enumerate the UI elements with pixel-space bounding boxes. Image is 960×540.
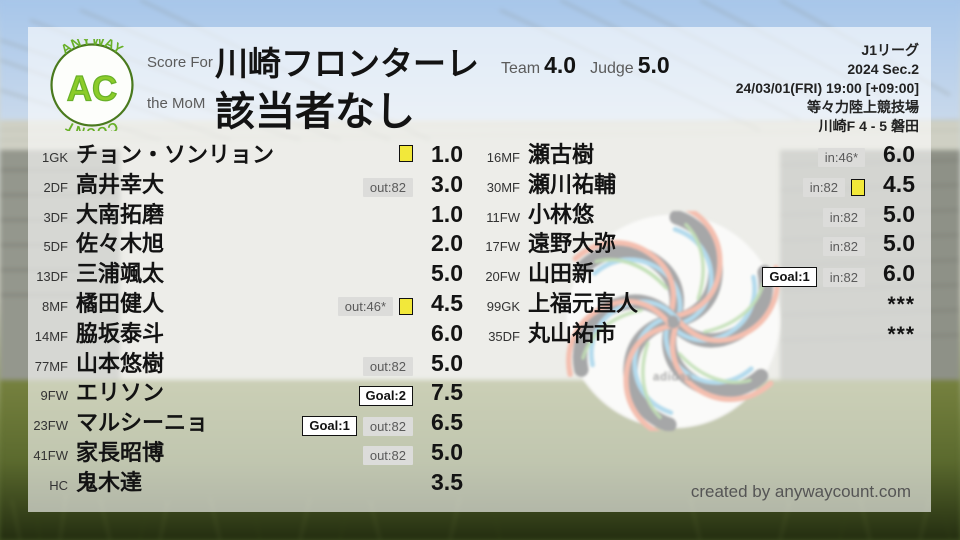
svg-text:AC: AC	[67, 70, 117, 109]
